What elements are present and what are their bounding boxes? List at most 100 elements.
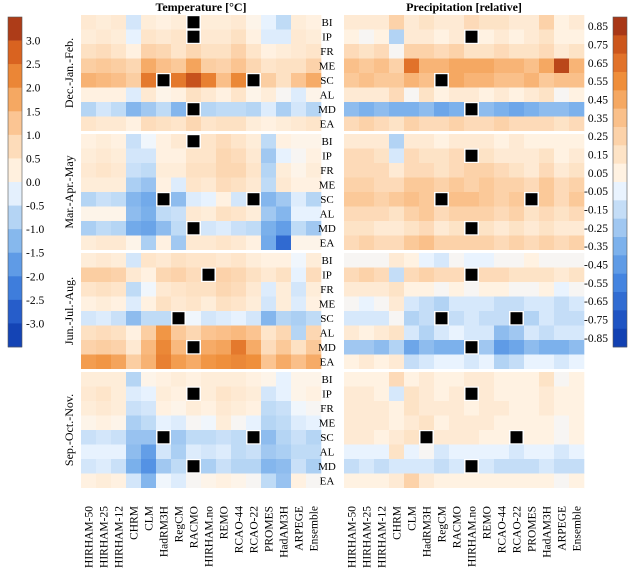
temperature-cell: [216, 102, 232, 117]
precipitation-cell: [434, 459, 450, 474]
precipitation-cell-missing: [465, 30, 478, 43]
temperature-cell: [126, 311, 142, 326]
temperature-cell: [231, 73, 247, 88]
temperature-cell: [96, 473, 112, 489]
precipitation-cell: [479, 87, 495, 103]
temperature-cell: [81, 311, 97, 326]
temperature-cell: [276, 177, 292, 193]
temperature-cell: [156, 459, 172, 474]
season-label: Mar.-Apr.-May: [62, 155, 76, 228]
temperature-cell: [171, 177, 187, 193]
precipitation-colorbar-tick: -0.45: [584, 260, 608, 272]
precipitation-cell: [449, 401, 465, 416]
temperature-cell: [276, 87, 292, 103]
precipitation-cell: [539, 296, 555, 312]
precipitation-cell: [509, 206, 525, 222]
temperature-cell: [96, 116, 112, 132]
temperature-colorbar-bin: [8, 17, 22, 41]
precipitation-cell: [434, 325, 450, 341]
precipitation-cell: [479, 134, 495, 149]
temperature-cell: [276, 73, 292, 88]
temperature-cell: [201, 58, 217, 74]
temperature-cell: [276, 311, 292, 326]
temperature-cell: [126, 325, 142, 341]
temperature-cell: [171, 386, 187, 402]
precipitation-cell: [554, 354, 570, 370]
temperature-cell: [246, 386, 262, 402]
temperature-cell: [171, 401, 187, 416]
temperature-cell: [291, 401, 307, 416]
precipitation-cell: [554, 192, 570, 207]
temperature-cell: [111, 296, 127, 312]
temperature-cell: [276, 148, 292, 164]
temperature-cell: [81, 430, 97, 445]
precipitation-cell: [554, 444, 570, 460]
temperature-cell: [216, 206, 232, 222]
precipitation-cell: [344, 73, 360, 88]
temperature-cell-missing: [187, 30, 200, 43]
precipitation-colorbar-bin: [613, 237, 627, 256]
precipitation-cell: [479, 235, 495, 251]
temperature-cell: [141, 163, 157, 178]
temperature-cell: [141, 325, 157, 341]
precipitation-cell: [479, 267, 495, 283]
precipitation-cell: [449, 473, 465, 489]
temperature-cell: [231, 386, 247, 402]
temperature-cell: [306, 340, 322, 355]
temperature-cell: [171, 282, 187, 297]
season-label: Jun.-Jul.-Aug.: [62, 277, 76, 345]
precipitation-colorbar-bin: [613, 72, 627, 91]
precipitation-colorbar-tick: 0.35: [588, 113, 608, 125]
precipitation-cell: [449, 58, 465, 74]
precipitation-cell: [464, 15, 480, 30]
precipitation-cell: [419, 192, 435, 207]
temperature-cell: [276, 473, 292, 489]
precipitation-cell-missing: [465, 222, 478, 235]
precipitation-cell: [344, 325, 360, 341]
precipitation-cell: [404, 177, 420, 193]
temperature-panel-title: Temperature [°C]: [155, 0, 246, 14]
temperature-cell: [141, 134, 157, 149]
precipitation-cell: [404, 267, 420, 283]
precipitation-cell: [554, 459, 570, 474]
temperature-cell: [111, 311, 127, 326]
temperature-cell: [141, 311, 157, 326]
temperature-cell: [246, 163, 262, 178]
temperature-cell: [96, 415, 112, 431]
precipitation-cell: [554, 325, 570, 341]
precipitation-cell: [479, 415, 495, 431]
temperature-cell: [231, 15, 247, 30]
precipitation-cell: [434, 430, 450, 445]
precipitation-cell: [404, 116, 420, 132]
precipitation-cell: [464, 444, 480, 460]
precipitation-model-label: CLM: [407, 506, 419, 531]
precipitation-cell: [404, 459, 420, 474]
temperature-cell: [246, 235, 262, 251]
precipitation-cell: [449, 163, 465, 178]
precipitation-colorbar-bin: [613, 53, 627, 73]
precipitation-cell: [359, 473, 375, 489]
precipitation-cell: [464, 192, 480, 207]
precipitation-cell: [494, 102, 510, 117]
temperature-cell: [186, 177, 202, 193]
precipitation-cell: [449, 444, 465, 460]
temperature-cell: [96, 372, 112, 387]
precipitation-cell: [509, 372, 525, 387]
precipitation-cell: [509, 401, 525, 416]
precipitation-cell: [374, 401, 390, 416]
temperature-cell: [156, 473, 172, 489]
temperature-cell: [291, 102, 307, 117]
temperature-colorbar-tick: 2.0: [26, 83, 41, 95]
temperature-cell: [81, 148, 97, 164]
precipitation-cell: [419, 44, 435, 59]
temperature-cell: [81, 29, 97, 45]
temperature-cell: [81, 206, 97, 222]
precipitation-cell: [464, 44, 480, 59]
precipitation-cell: [389, 102, 405, 117]
temperature-cell: [276, 235, 292, 251]
precipitation-cell: [554, 102, 570, 117]
precipitation-cell: [464, 415, 480, 431]
temperature-cell: [156, 15, 172, 30]
temperature-cell-missing: [187, 341, 200, 354]
temperature-cell: [306, 282, 322, 297]
